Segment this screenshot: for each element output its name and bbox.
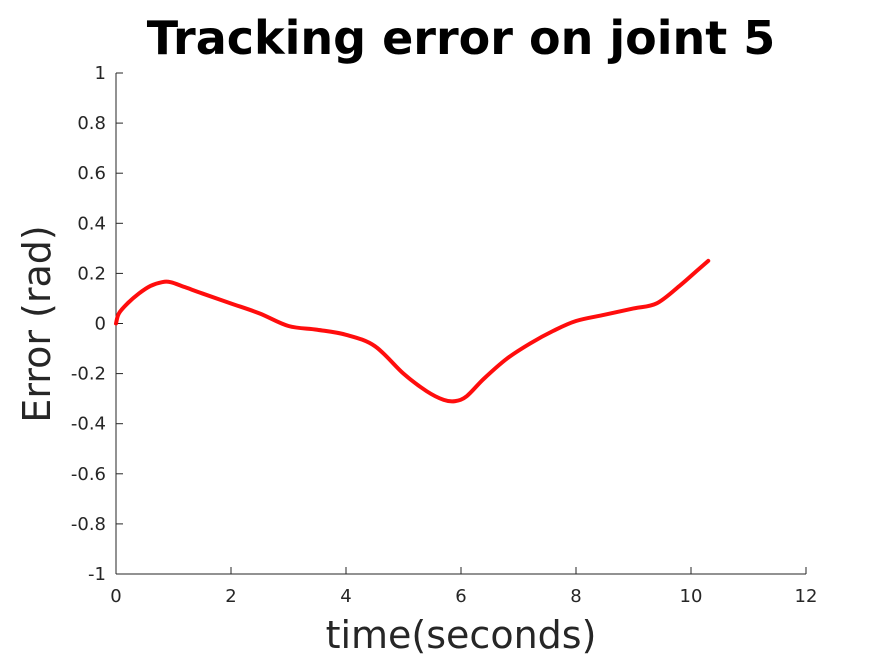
series-line — [114, 258, 711, 404]
plot-area — [115, 73, 806, 575]
y-tick-label: -1 — [88, 564, 106, 585]
y-tick-label: -0.2 — [71, 364, 106, 385]
y-tick-label: 0 — [95, 314, 106, 335]
x-ticks: 0 2 4 6 8 10 12 — [110, 567, 817, 607]
y-tick-label: 0.4 — [77, 213, 106, 234]
y-tick-label: 0.2 — [77, 263, 106, 284]
y-axis-label: Error (rad) — [15, 225, 59, 422]
x-tick-label: 2 — [225, 586, 236, 607]
series-layer — [114, 258, 711, 404]
x-tick-label: 6 — [455, 586, 466, 607]
x-tick-label: 10 — [680, 586, 703, 607]
y-tick-label: 0.6 — [77, 163, 106, 184]
y-tick-label: -0.6 — [71, 464, 106, 485]
x-tick-label: 0 — [110, 586, 121, 607]
y-ticks: -1 -0.8 -0.6 -0.4 -0.2 0 0.2 0.4 0.6 0.8 1 — [71, 63, 123, 585]
y-tick-label: -0.8 — [71, 514, 106, 535]
x-tick-label: 4 — [340, 586, 351, 607]
y-tick-label: 0.8 — [77, 113, 106, 134]
x-tick-label: 8 — [570, 586, 581, 607]
chart-title: Tracking error on joint 5 — [147, 11, 776, 65]
x-axis-label: time(seconds) — [326, 613, 597, 657]
x-tick-label: 12 — [795, 586, 818, 607]
y-tick-label: 1 — [95, 63, 106, 84]
y-tick-label: -0.4 — [71, 414, 106, 435]
